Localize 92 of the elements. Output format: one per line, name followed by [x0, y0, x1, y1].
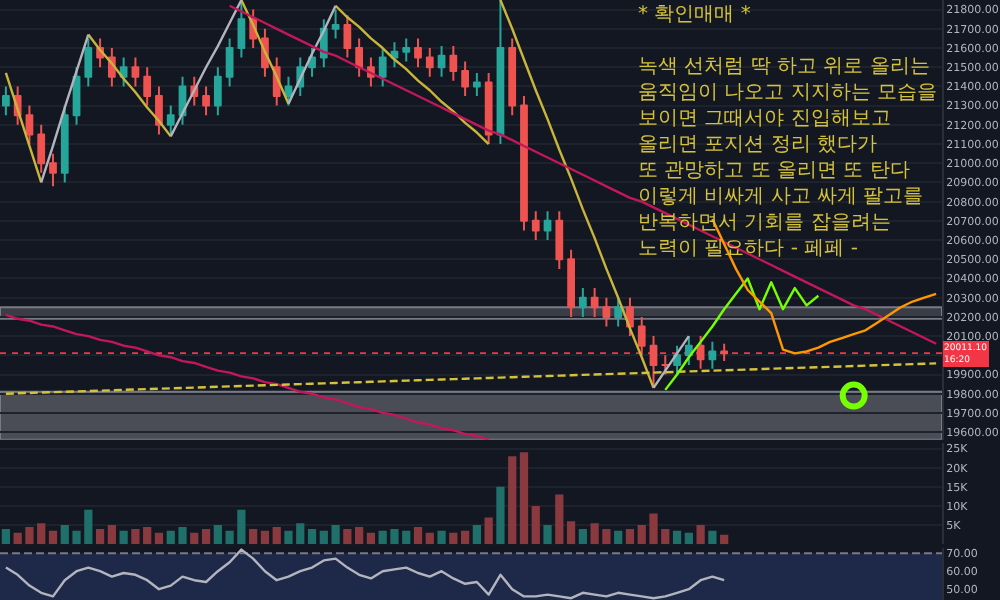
candlestick [531, 210, 540, 242]
bar [201, 528, 211, 545]
candlestick [237, 0, 246, 59]
candlestick [414, 37, 422, 69]
candlestick [473, 71, 481, 98]
bar [578, 528, 587, 545]
bar [260, 530, 270, 545]
line-series [228, 4, 938, 345]
bar [519, 452, 529, 545]
candlestick [684, 335, 693, 366]
candlestick [284, 75, 293, 107]
bar [437, 530, 446, 545]
candlestick [496, 0, 505, 146]
bar [461, 530, 470, 545]
candlestick [614, 296, 623, 328]
bar [708, 530, 717, 545]
bar [555, 494, 564, 545]
bar [190, 532, 199, 545]
candlestick [213, 66, 222, 117]
bar [413, 526, 423, 545]
candlestick [166, 104, 175, 136]
bar [119, 530, 128, 545]
candlestick [637, 315, 646, 357]
bar [355, 526, 364, 545]
candlestick [331, 8, 340, 40]
candlestick [673, 344, 681, 376]
bar [425, 532, 434, 545]
line-series [4, 362, 938, 395]
bar [1, 528, 10, 545]
bar [107, 525, 116, 545]
bar [531, 505, 540, 545]
bar [472, 525, 481, 545]
bar [213, 525, 222, 545]
candlestick [378, 47, 387, 88]
bar [625, 528, 635, 545]
bar [484, 517, 493, 545]
bar [508, 456, 517, 545]
candlestick [225, 37, 234, 88]
candlestick [602, 296, 611, 328]
candlestick [143, 66, 152, 107]
candlestick [390, 41, 399, 69]
candlestick [355, 37, 364, 78]
candlestick [484, 71, 493, 146]
bar [48, 530, 58, 545]
candlestick [49, 152, 57, 188]
candlestick [202, 85, 210, 117]
bar [95, 528, 105, 545]
candlestick [578, 287, 587, 318]
bar [684, 532, 693, 545]
candlestick [449, 45, 458, 82]
bar [249, 528, 258, 545]
candlestick [543, 210, 552, 242]
candlestick [84, 37, 93, 88]
line-series [4, 548, 726, 600]
candlestick [567, 248, 575, 318]
candlestick [2, 85, 10, 117]
bar [672, 530, 682, 545]
candlestick [155, 85, 163, 136]
candlestick [402, 37, 411, 63]
candlestick [60, 104, 69, 184]
candlestick [131, 56, 140, 88]
bar [307, 528, 317, 545]
candlestick [343, 14, 352, 59]
candlestick [720, 342, 729, 363]
candlestick [461, 60, 469, 98]
bar [154, 532, 164, 545]
candlestick [25, 104, 34, 146]
line-series [664, 277, 820, 392]
candlestick [437, 45, 446, 78]
candlestick [508, 37, 517, 117]
candlestick [649, 335, 658, 389]
candlestick [661, 354, 670, 376]
bar [366, 532, 376, 545]
candlestick [119, 56, 128, 88]
bar [720, 534, 729, 545]
candlestick [696, 335, 705, 370]
bar [496, 486, 505, 545]
bar [543, 525, 552, 545]
candlestick [555, 210, 564, 270]
candlestick [626, 296, 634, 338]
line-series [4, 313, 490, 440]
bar [696, 525, 705, 545]
bar [343, 528, 352, 545]
candlestick [590, 287, 599, 318]
candlestick [425, 47, 434, 78]
candlestick [520, 95, 528, 232]
candlestick [708, 340, 717, 370]
bar [272, 526, 281, 545]
bar [449, 532, 458, 545]
bar [566, 521, 576, 545]
candlestick [37, 123, 46, 174]
bar [614, 530, 623, 545]
